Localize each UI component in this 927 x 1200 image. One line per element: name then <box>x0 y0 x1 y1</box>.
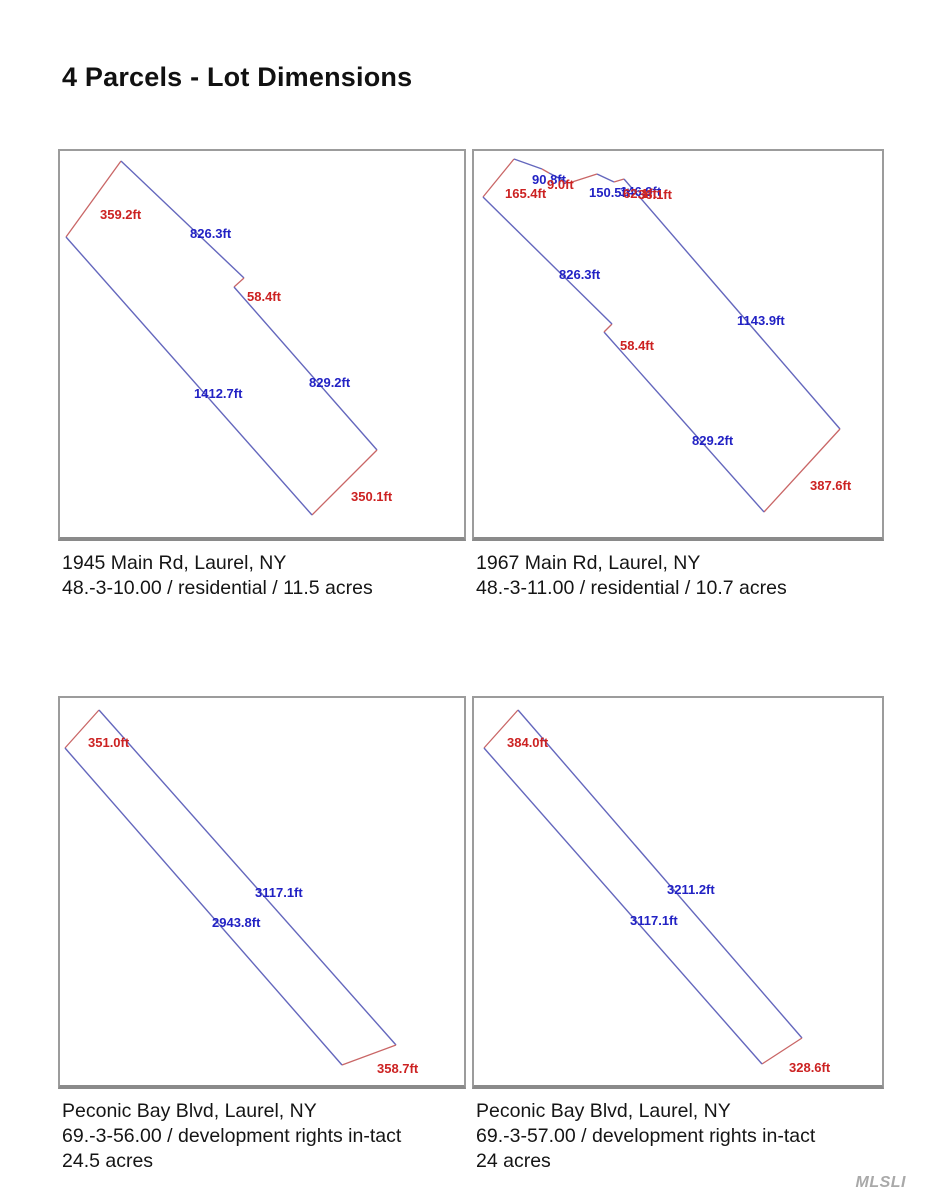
dimension-label: 829.2ft <box>309 375 351 390</box>
dimension-label: 2943.8ft <box>212 915 261 930</box>
dimension-label: 358.7ft <box>377 1061 419 1076</box>
parcel-boundary-segment <box>311 449 378 516</box>
parcel-boundary-segment <box>613 178 625 183</box>
dimension-label: 146.9ft <box>620 184 662 199</box>
dimension-label: 387.6ft <box>810 478 852 493</box>
parcel-boundary-segment <box>517 709 803 1039</box>
dimension-label: 3117.1ft <box>255 885 303 900</box>
parcel-boundary-segment <box>65 160 122 238</box>
dimension-label: 384.0ft <box>507 735 549 750</box>
dimension-label: 58.4ft <box>620 338 655 353</box>
parcel-boundary-segment <box>548 172 570 184</box>
parcel-boundary-segment <box>98 709 397 1046</box>
dimension-label: 90.8ft <box>532 172 567 187</box>
parcel-caption-2: 1967 Main Rd, Laurel, NY 48.-3-11.00 / r… <box>476 552 787 599</box>
parcel-boundary-segment <box>482 196 613 325</box>
parcel-diagram-2: 165.4ft 90.8ft 9.0ft 150.5ft 146.9ft 62.1ft 36… <box>472 149 884 541</box>
parcel-survey-drawing: 359.2ft 826.3ft 58.4ft 1412.7ft 829.2ft 350.1… <box>65 160 393 516</box>
parcel-survey-drawing: 351.0ft 3117.1ft 2943.8ft 358.7ft <box>64 709 419 1076</box>
parcel-boundary-segment <box>763 428 841 513</box>
parcel-boundary-segment <box>482 158 515 198</box>
parcel-boundary-segment <box>233 286 378 451</box>
parcel-boundary-segment <box>513 158 543 170</box>
parcel-boundary-segment <box>623 178 841 430</box>
parcel-caption-1: 1945 Main Rd, Laurel, NY 48.-3-10.00 / r… <box>62 552 373 599</box>
parcel-boundary-segment <box>568 173 598 184</box>
dimension-label: 350.1ft <box>351 489 393 504</box>
parcel-boundary-segment <box>603 331 765 513</box>
parcel-boundary-segment <box>64 709 100 749</box>
parcel-caption-3: Peconic Bay Blvd, Laurel, NY 69.-3-56.00… <box>62 1100 402 1172</box>
dimension-label: 1143.9ft <box>737 313 785 328</box>
parcel-boundary-segment <box>120 160 245 279</box>
parcel-boundary-segment <box>603 323 613 333</box>
dimension-label: 829.2ft <box>692 433 734 448</box>
dimension-label: 150.5ft <box>589 185 631 200</box>
dimension-label: 165.4ft <box>505 186 547 201</box>
dimension-label: 36.1ft <box>638 187 673 202</box>
parcel-boundary-segment <box>596 173 615 183</box>
parcel-caption-4: Peconic Bay Blvd, Laurel, NY 69.-3-57.00… <box>476 1100 816 1172</box>
parcel-boundary-segment <box>483 709 519 749</box>
parcel-boundary-segment <box>233 277 245 288</box>
dimension-label: 62.1ft <box>623 186 658 201</box>
page-title: 4 Parcels - Lot Dimensions <box>62 62 413 92</box>
parcel-survey-drawing: 384.0ft 3211.2ft 3117.1ft 328.6ft <box>483 709 831 1075</box>
dimension-label: 359.2ft <box>100 207 142 222</box>
parcel-boundary-segment <box>761 1037 803 1065</box>
clipped-red-mark <box>732 538 738 541</box>
parcel-boundary-segment <box>541 168 550 174</box>
dimension-label: 3117.1ft <box>630 913 678 928</box>
dimension-label: 58.4ft <box>247 289 282 304</box>
dimension-label: 9.0ft <box>547 177 574 192</box>
mlsli-watermark: MLSLI <box>855 1174 906 1191</box>
dimension-label: 826.3ft <box>190 226 232 241</box>
dimension-label: 1412.7ft <box>194 386 243 401</box>
parcel-boundary-segment <box>65 236 313 516</box>
clipped-red-mark <box>750 539 756 541</box>
dimension-label: 826.3ft <box>559 267 601 282</box>
clipped-red-mark <box>764 539 770 541</box>
parcel-diagram-4: 384.0ft 3211.2ft 3117.1ft 328.6ft <box>472 696 884 1089</box>
parcel-diagram-1: 359.2ft 826.3ft 58.4ft 1412.7ft 829.2ft 350.1… <box>58 149 466 541</box>
parcel-boundary-segment <box>341 1044 397 1066</box>
dimension-label: 3211.2ft <box>667 882 715 897</box>
parcel-boundary-segment <box>483 747 763 1065</box>
dimension-label: 328.6ft <box>789 1060 831 1075</box>
dimension-label: 351.0ft <box>88 735 130 750</box>
parcel-diagram-3: 351.0ft 3117.1ft 2943.8ft 358.7ft <box>58 696 466 1089</box>
parcel-boundary-segment <box>64 747 343 1066</box>
